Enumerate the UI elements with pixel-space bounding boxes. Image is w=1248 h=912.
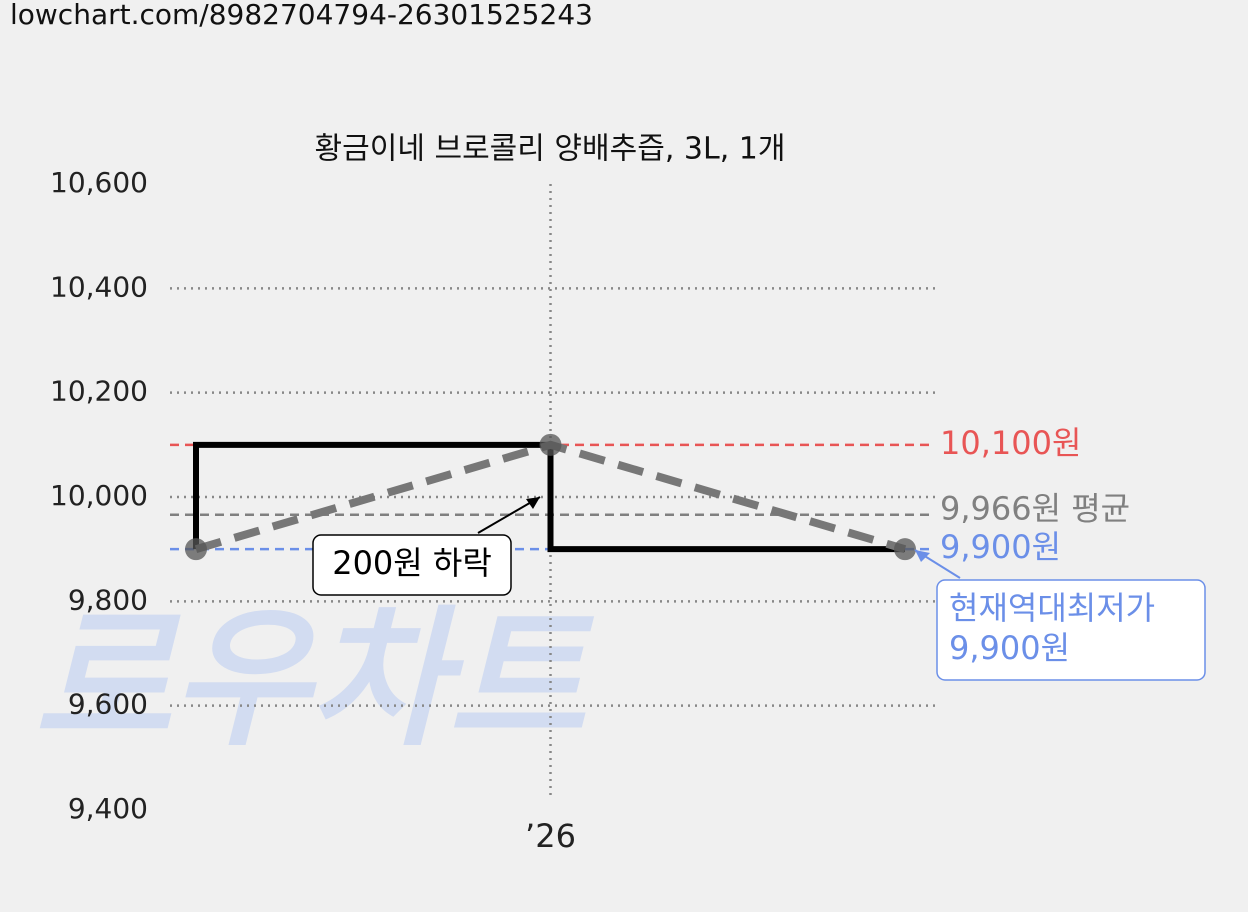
arrow-head bbox=[526, 497, 540, 509]
point bbox=[894, 538, 916, 561]
y-tick-label: 9,800 bbox=[68, 583, 148, 616]
annotation-text: 9,900원 bbox=[949, 629, 1070, 667]
reference-label: 10,100원 bbox=[940, 424, 1081, 462]
y-tick-label: 10,200 bbox=[50, 375, 148, 408]
reference-label: 9,900원 bbox=[940, 528, 1061, 566]
y-tick-label: 10,600 bbox=[50, 166, 148, 199]
annotation-box bbox=[312, 534, 512, 596]
arrow-head bbox=[915, 550, 930, 562]
point bbox=[539, 433, 562, 456]
step-line bbox=[193, 441, 905, 553]
annotation-text: 현재역대최저가 bbox=[949, 589, 1155, 627]
annotation-box bbox=[936, 579, 1206, 681]
x-tick-label: ’26 bbox=[525, 817, 576, 855]
watermark: 로우차트 bbox=[34, 593, 595, 767]
url: lowchart.com/8982704794-26301525243 bbox=[10, 0, 593, 31]
y-tick-label: 10,400 bbox=[50, 270, 148, 303]
y-tick-label: 9,600 bbox=[68, 688, 148, 721]
y-tick-label: 10,000 bbox=[50, 479, 148, 512]
annotation-text: 200원 하락 bbox=[332, 544, 492, 582]
chart-title: 황금이네 브로콜리 양배추즙, 3L, 1개 bbox=[315, 132, 786, 167]
point bbox=[185, 538, 207, 561]
reference-label: 9,966원 평균 bbox=[940, 490, 1130, 528]
y-tick-label: 9,400 bbox=[68, 792, 148, 825]
